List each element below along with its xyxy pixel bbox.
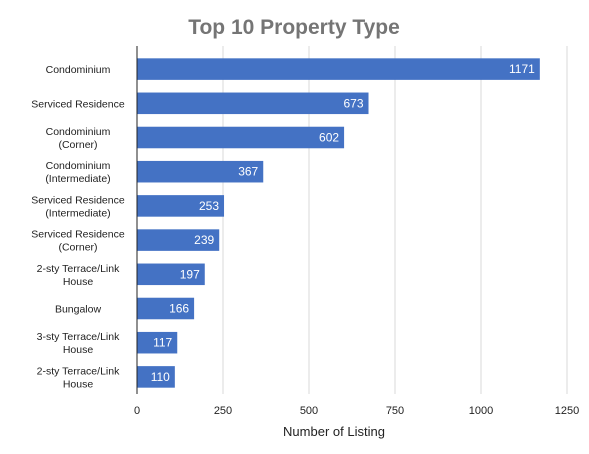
category-label-6-1: House <box>63 276 94 288</box>
x-tick-label-0: 0 <box>134 405 140 417</box>
chart-title: Top 10 Property Type <box>188 16 400 39</box>
bar-value-label-9: 110 <box>151 370 170 384</box>
category-label-5-1: (Corner) <box>58 242 97 254</box>
category-label-9-0: 2-sty Terrace/Link <box>37 365 120 377</box>
x-tick-label-3: 750 <box>386 405 404 417</box>
category-label-3-1: (Intermediate) <box>45 173 110 185</box>
x-tick-label-5: 1250 <box>555 405 579 417</box>
bar-value-label-3: 367 <box>238 165 258 179</box>
bar-value-label-0: 1171 <box>509 62 535 76</box>
x-axis-title: Number of Listing <box>283 424 385 439</box>
x-axis-ticks: 0 250 500 750 1000 1250 <box>134 405 579 417</box>
category-label-2-1: (Corner) <box>58 139 97 151</box>
bar-6 <box>137 263 205 286</box>
category-labels: Condominium Serviced Residence Condominium… <box>31 64 125 390</box>
bar-value-label-5: 239 <box>194 233 214 247</box>
category-label-4-0: Serviced Residence <box>31 194 125 206</box>
bar-value-label-2: 602 <box>319 131 339 145</box>
bar-value-label-4: 253 <box>199 199 219 213</box>
bar-0 <box>137 58 540 80</box>
bar-value-label-1: 673 <box>343 96 363 110</box>
category-label-7-0: Bungalow <box>55 304 102 316</box>
bar-3 <box>137 160 264 183</box>
bar-8 <box>137 331 178 354</box>
category-label-4-1: (Intermediate) <box>45 207 110 219</box>
category-label-3-0: Condominium <box>46 160 111 172</box>
x-tick-label-4: 1000 <box>469 405 493 417</box>
category-label-2-0: Condominium <box>46 126 111 138</box>
bar-value-label-7: 166 <box>169 302 189 316</box>
bar-9 <box>137 366 175 388</box>
bar-4 <box>137 195 225 217</box>
category-label-8-1: House <box>63 344 94 356</box>
bars: 1171 673 602 367 253 239 197 166 117 110 <box>137 58 540 388</box>
category-label-9-1: House <box>63 378 94 390</box>
bar-value-label-6: 197 <box>180 267 200 281</box>
bar-2 <box>137 126 345 149</box>
x-tick-label-1: 250 <box>214 405 232 417</box>
bar-7 <box>137 297 195 320</box>
category-label-5-0: Serviced Residence <box>31 229 125 241</box>
bar-5 <box>137 229 220 251</box>
x-tick-label-2: 500 <box>300 405 318 417</box>
category-label-6-0: 2-sty Terrace/Link <box>37 263 120 275</box>
bar-value-label-8: 117 <box>153 336 172 350</box>
bar-1 <box>137 92 369 115</box>
category-label-8-0: 3-sty Terrace/Link <box>37 331 120 343</box>
category-label-0-0: Condominium <box>46 64 111 76</box>
category-label-1-0: Serviced Residence <box>31 98 125 110</box>
